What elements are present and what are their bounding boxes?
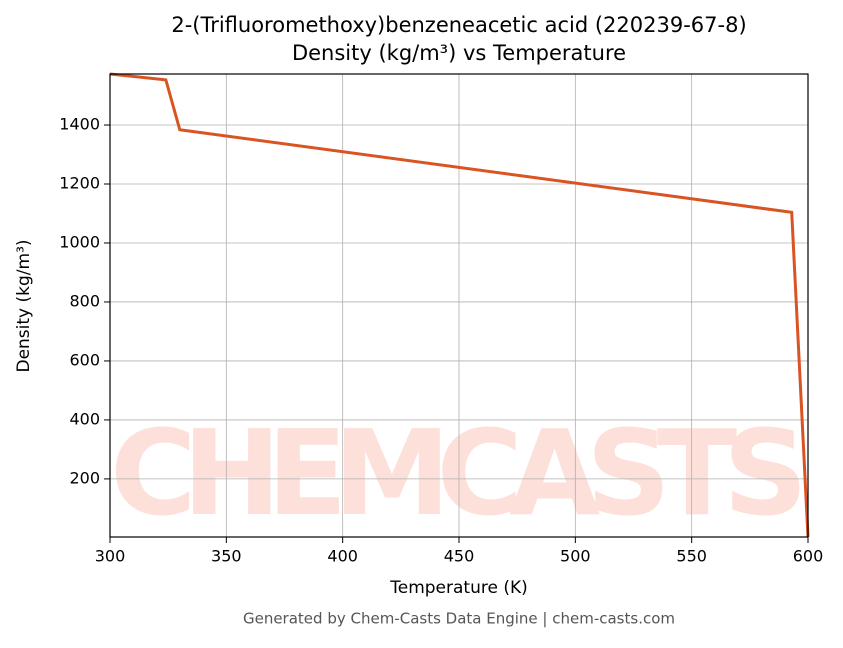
x-tick-label: 600 <box>793 547 824 566</box>
y-tick-label: 600 <box>69 350 100 369</box>
x-tick-label: 300 <box>95 547 126 566</box>
chart-title: 2-(Trifluoromethoxy)benzeneacetic acid (… <box>171 13 746 37</box>
y-axis-label: Density (kg/m³) <box>14 239 34 372</box>
x-tick-label: 350 <box>211 547 242 566</box>
x-axis-label: Temperature (K) <box>389 578 528 598</box>
y-tick-label: 1200 <box>59 173 100 192</box>
y-tick-label: 800 <box>69 291 100 310</box>
chart-subtitle: Density (kg/m³) vs Temperature <box>292 41 626 65</box>
plot-frame <box>109 73 809 538</box>
x-tick-label: 450 <box>444 547 475 566</box>
y-tick-label: 1000 <box>59 232 100 251</box>
y-tick-label: 1400 <box>59 115 100 134</box>
x-tick-label: 550 <box>676 547 707 566</box>
footer: Generated by Chem-Casts Data Engine | ch… <box>243 610 675 628</box>
y-tick-label: 200 <box>69 468 100 487</box>
x-tick-label: 500 <box>560 547 591 566</box>
x-tick-label: 400 <box>327 547 358 566</box>
y-tick-label: 400 <box>69 409 100 428</box>
data-line <box>109 72 810 538</box>
